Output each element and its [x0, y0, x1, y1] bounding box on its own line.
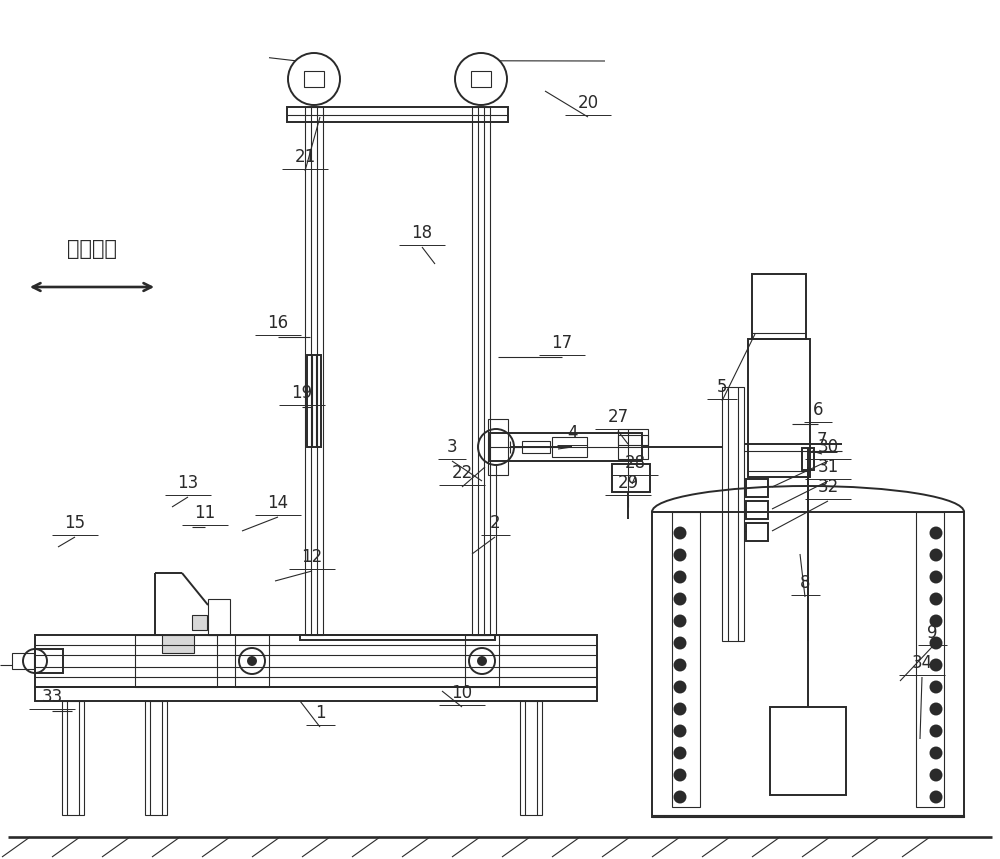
- Circle shape: [478, 657, 486, 665]
- Text: 21: 21: [294, 148, 316, 166]
- Bar: [62, 701, 84, 815]
- Bar: [520, 701, 542, 815]
- Text: 10: 10: [451, 684, 473, 702]
- Text: 8: 8: [800, 574, 810, 592]
- Text: 20: 20: [577, 94, 599, 112]
- Text: 16: 16: [267, 314, 289, 332]
- Bar: [12, 653, 34, 669]
- Bar: [305, 107, 323, 635]
- Circle shape: [674, 527, 686, 539]
- Circle shape: [674, 747, 686, 758]
- Text: 27: 27: [607, 408, 629, 426]
- Text: 3: 3: [447, 438, 457, 456]
- Circle shape: [931, 726, 942, 736]
- Bar: [490, 433, 642, 461]
- Circle shape: [674, 704, 686, 715]
- Text: 7: 7: [817, 431, 827, 449]
- Circle shape: [931, 616, 942, 626]
- Text: 4: 4: [567, 424, 577, 442]
- Bar: [746, 501, 768, 519]
- Text: 17: 17: [551, 334, 573, 352]
- Bar: [652, 512, 964, 817]
- Bar: [488, 419, 508, 475]
- Bar: [722, 387, 744, 641]
- Text: 18: 18: [411, 224, 433, 242]
- Bar: [235, 635, 269, 687]
- Circle shape: [931, 637, 942, 649]
- Bar: [162, 635, 194, 653]
- Circle shape: [931, 704, 942, 715]
- Circle shape: [674, 660, 686, 671]
- Text: 左右方向: 左右方向: [67, 239, 117, 259]
- Bar: [522, 441, 550, 453]
- Circle shape: [674, 726, 686, 736]
- Circle shape: [931, 791, 942, 802]
- Bar: [465, 635, 499, 687]
- Text: 19: 19: [291, 384, 313, 402]
- Text: 15: 15: [64, 514, 86, 532]
- Bar: [618, 435, 648, 459]
- Text: 1: 1: [315, 704, 325, 722]
- Circle shape: [931, 527, 942, 539]
- Text: 13: 13: [177, 474, 199, 492]
- Circle shape: [931, 770, 942, 781]
- Bar: [552, 437, 587, 457]
- Circle shape: [931, 550, 942, 561]
- Bar: [145, 701, 167, 815]
- Circle shape: [931, 747, 942, 758]
- Bar: [472, 107, 490, 635]
- Bar: [307, 355, 321, 447]
- Text: 9: 9: [927, 624, 937, 642]
- Circle shape: [674, 681, 686, 692]
- Circle shape: [674, 616, 686, 626]
- Circle shape: [674, 637, 686, 649]
- Bar: [746, 523, 768, 541]
- Bar: [612, 464, 650, 492]
- Text: 34: 34: [911, 654, 933, 672]
- Text: 31: 31: [817, 458, 839, 476]
- Bar: [192, 615, 207, 630]
- Bar: [35, 635, 597, 687]
- Circle shape: [931, 571, 942, 582]
- Bar: [135, 635, 217, 687]
- Bar: [304, 71, 324, 87]
- Bar: [35, 687, 597, 701]
- Text: 2: 2: [490, 514, 500, 532]
- Bar: [35, 649, 63, 673]
- Bar: [471, 71, 491, 87]
- Bar: [208, 599, 230, 635]
- Circle shape: [674, 770, 686, 781]
- Bar: [652, 815, 964, 817]
- Text: 12: 12: [301, 548, 323, 566]
- Text: 11: 11: [194, 504, 216, 522]
- Text: 30: 30: [817, 438, 839, 456]
- Bar: [748, 339, 810, 477]
- Text: 14: 14: [267, 494, 289, 512]
- Bar: [752, 274, 806, 339]
- Text: 33: 33: [41, 688, 63, 706]
- Circle shape: [931, 594, 942, 605]
- Text: 32: 32: [817, 478, 839, 496]
- Bar: [618, 429, 648, 445]
- Bar: [300, 635, 495, 640]
- Circle shape: [674, 571, 686, 582]
- Circle shape: [931, 681, 942, 692]
- Circle shape: [931, 660, 942, 671]
- Text: 28: 28: [624, 454, 646, 472]
- Bar: [672, 512, 700, 807]
- Bar: [916, 512, 944, 807]
- Bar: [287, 107, 508, 122]
- Text: 5: 5: [717, 378, 727, 396]
- Circle shape: [674, 791, 686, 802]
- Text: 6: 6: [813, 401, 823, 419]
- Circle shape: [674, 594, 686, 605]
- Bar: [770, 707, 846, 795]
- Text: 22: 22: [451, 464, 473, 482]
- Circle shape: [674, 550, 686, 561]
- Bar: [802, 448, 814, 470]
- Circle shape: [248, 657, 256, 665]
- Text: 29: 29: [617, 474, 639, 492]
- Bar: [746, 479, 768, 497]
